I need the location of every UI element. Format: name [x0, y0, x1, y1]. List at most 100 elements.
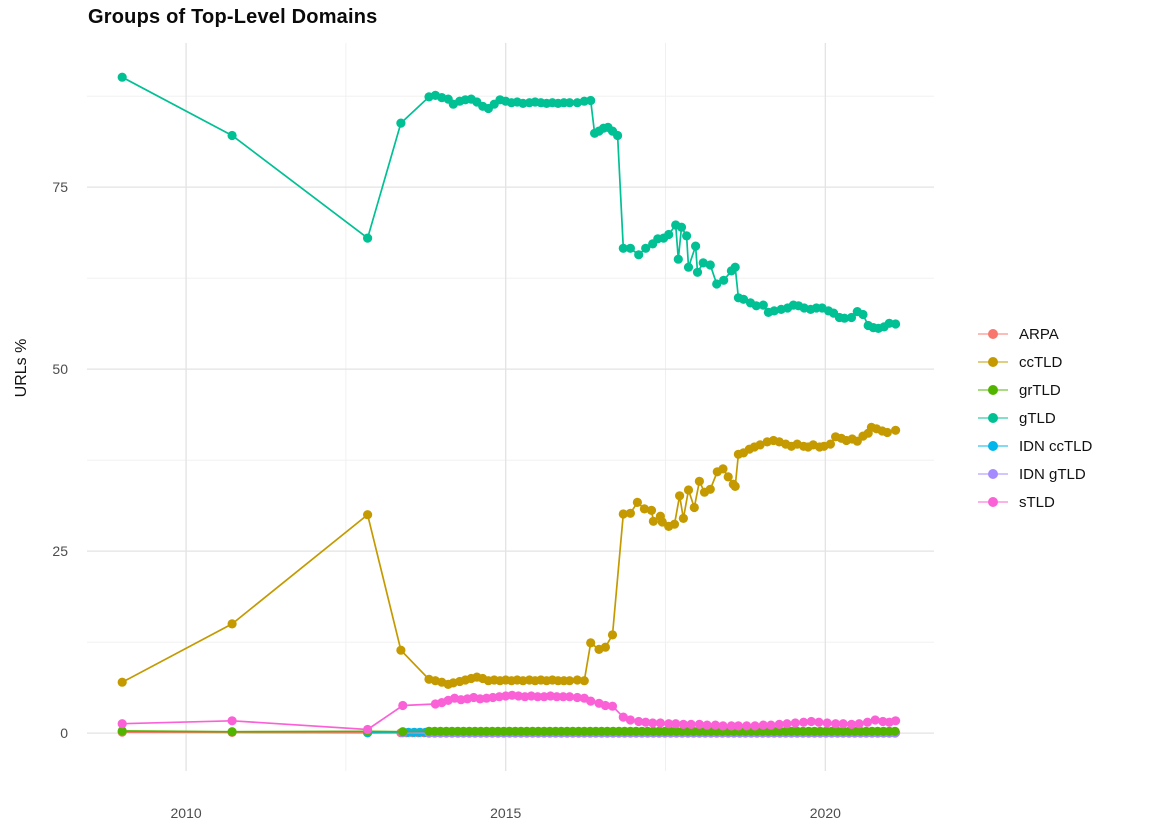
- legend-key-icon-gtld: [978, 413, 1008, 423]
- data-point-cctld: [718, 464, 728, 474]
- data-point-stld: [710, 720, 721, 730]
- data-point-stld: [558, 692, 568, 702]
- data-point-stld: [648, 718, 658, 728]
- data-point-gtld: [625, 243, 636, 253]
- data-point-gtld: [846, 312, 857, 323]
- data-point-gtld: [839, 313, 850, 323]
- legend-label-idn-gtld: IDN gTLD: [1019, 465, 1086, 483]
- data-point-cctld: [657, 517, 667, 527]
- data-point-gtld: [858, 309, 868, 320]
- data-point-stld: [600, 700, 611, 711]
- data-point-cctld: [227, 619, 237, 629]
- data-point-cctld: [678, 513, 689, 523]
- data-point-gtld: [634, 250, 644, 260]
- data-point-grtld: [398, 727, 408, 737]
- legend-key-icon-stld: [978, 497, 1008, 507]
- data-point-stld: [586, 696, 596, 706]
- data-point-gtld: [682, 231, 692, 241]
- data-point-gtld: [705, 260, 715, 270]
- legend: ARPA ccTLD grTLD gTLD IDN ccTLD IDN gTLD sTLD: [976, 320, 1092, 516]
- data-point-gtld: [117, 72, 127, 82]
- data-point-gtld: [692, 267, 703, 277]
- legend-item-cctld: ccTLD: [976, 348, 1092, 376]
- data-point-gtld: [673, 254, 683, 264]
- legend-key-icon-arpa: [978, 329, 1008, 339]
- data-point-stld: [782, 719, 792, 729]
- data-point-stld: [678, 719, 689, 730]
- data-point-gtld: [691, 241, 701, 251]
- legend-label-arpa: ARPA: [1019, 325, 1059, 343]
- data-point-cctld: [755, 440, 765, 450]
- plot-panel: [87, 43, 934, 771]
- data-point-stld: [671, 719, 681, 729]
- data-point-cctld: [646, 505, 657, 515]
- legend-item-idn-cctld: IDN ccTLD: [976, 432, 1092, 460]
- data-point-stld: [363, 724, 373, 735]
- data-point-stld: [117, 719, 127, 729]
- data-point-stld: [846, 719, 857, 730]
- data-point-stld: [838, 719, 848, 729]
- data-point-stld: [664, 719, 674, 729]
- data-point-gtld: [769, 306, 779, 316]
- data-point-cctld: [683, 485, 694, 495]
- legend-label-cctld: ccTLD: [1019, 353, 1063, 371]
- data-point-stld: [552, 692, 562, 702]
- data-point-cctld: [565, 676, 575, 686]
- data-point-gtld: [751, 301, 761, 311]
- legend-item-arpa: ARPA: [976, 320, 1092, 348]
- data-point-gtld: [613, 130, 623, 141]
- legend-label-gtld: gTLD: [1019, 409, 1056, 427]
- series-line-cctld: [121, 426, 896, 686]
- legend-item-grtld: grTLD: [976, 376, 1092, 404]
- data-point-gtld: [712, 279, 722, 289]
- data-point-cctld: [891, 425, 901, 435]
- plot-canvas: [87, 43, 934, 771]
- data-point-stld: [758, 720, 768, 730]
- legend-key-icon-cctld: [978, 357, 1008, 367]
- data-point-gtld: [363, 233, 373, 243]
- data-point-cctld: [586, 638, 596, 648]
- legend-key-icon-idn-cctld: [978, 441, 1008, 451]
- series-gtld: [117, 72, 901, 333]
- legend-key-icon-grtld: [978, 385, 1008, 395]
- legend-label-stld: sTLD: [1019, 493, 1055, 511]
- data-point-stld: [790, 718, 800, 728]
- data-point-gtld: [664, 229, 674, 240]
- data-point-cctld: [572, 675, 582, 685]
- data-point-cctld: [117, 677, 127, 687]
- data-point-stld: [533, 692, 543, 702]
- data-point-stld: [565, 692, 575, 702]
- data-point-stld: [831, 719, 841, 729]
- data-point-stld: [822, 718, 832, 728]
- data-point-cctld: [648, 516, 659, 526]
- data-point-stld: [686, 719, 696, 730]
- data-point-cctld: [689, 502, 699, 513]
- data-point-gtld: [586, 95, 596, 106]
- data-point-stld: [814, 717, 824, 727]
- data-point-gtld: [227, 130, 237, 141]
- legend-item-gtld: gTLD: [976, 404, 1092, 432]
- data-point-cctld: [675, 491, 685, 501]
- data-point-cctld: [730, 481, 740, 491]
- data-point-cctld: [618, 509, 628, 519]
- legend-item-idn-gtld: IDN gTLD: [976, 460, 1092, 488]
- data-point-gtld: [730, 262, 740, 272]
- data-point-stld: [618, 712, 628, 722]
- data-point-stld: [607, 701, 618, 711]
- data-point-cctld: [363, 510, 373, 520]
- series-line-gtld: [121, 76, 896, 330]
- data-point-stld: [726, 721, 737, 731]
- data-point-stld: [766, 720, 776, 730]
- data-point-grtld: [890, 726, 900, 736]
- data-point-stld: [398, 700, 408, 711]
- data-point-stld: [227, 716, 237, 726]
- data-point-stld: [572, 692, 582, 703]
- data-point-stld: [694, 719, 705, 730]
- data-point-gtld: [698, 258, 708, 268]
- data-point-gtld: [396, 118, 406, 128]
- y-tick-label-75: 75: [52, 179, 68, 196]
- legend-key-icon-idn-gtld: [978, 469, 1008, 479]
- data-point-gtld: [676, 222, 687, 232]
- data-point-stld: [750, 721, 760, 731]
